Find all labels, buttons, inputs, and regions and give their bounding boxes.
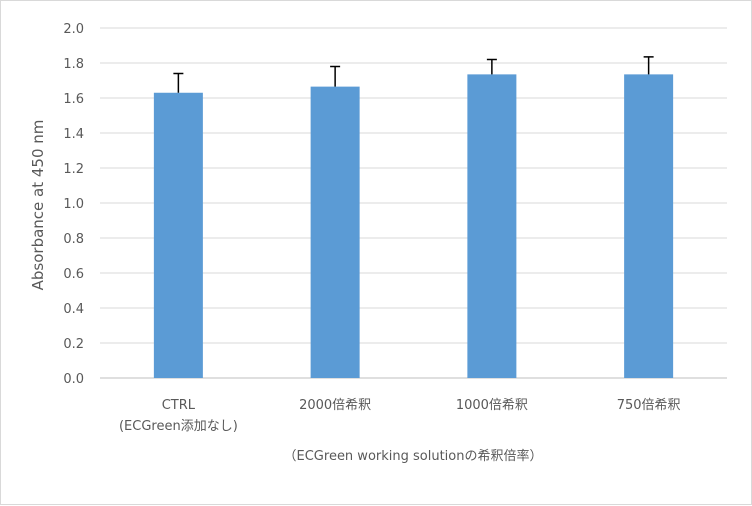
y-tick-label: 1.0 — [63, 197, 84, 212]
y-tick-label: 0.8 — [63, 232, 84, 247]
x-axis-title: （ECGreen working solutionの希釈倍率） — [284, 448, 543, 464]
error-bar — [643, 56, 654, 75]
x-category-label: CTRL — [162, 398, 196, 413]
y-tick-label: 0.4 — [63, 302, 84, 317]
bar — [153, 92, 203, 378]
y-tick-label: 1.6 — [63, 92, 84, 107]
y-tick-label: 1.4 — [63, 127, 84, 142]
error-bar — [486, 58, 497, 75]
error-bars — [173, 56, 654, 93]
bar — [624, 74, 674, 378]
x-category-label: 1000倍希釈 — [456, 398, 528, 413]
y-tick-label: 1.2 — [63, 162, 84, 177]
x-category-label: (ECGreen添加なし) — [119, 419, 238, 434]
y-tick-label: 1.8 — [63, 57, 84, 72]
error-bar — [173, 72, 184, 93]
x-category-label: 2000倍希釈 — [299, 398, 371, 413]
y-tick-label: 0.2 — [63, 337, 84, 352]
y-tick-label: 0.0 — [63, 372, 84, 387]
y-tick-labels: 0.0 0.2 0.4 0.6 0.8 1.0 1.2 1.4 1.6 1.8 2.0 — [63, 22, 84, 387]
x-category-label: 750倍希釈 — [617, 398, 681, 413]
error-bar — [330, 65, 341, 87]
x-category-labels: CTRL (ECGreen添加なし) 2000倍希釈 1000倍希釈 750倍希釈 — [119, 398, 681, 434]
y-tick-label: 0.6 — [63, 267, 84, 282]
bar — [310, 86, 360, 378]
y-axis-title: Absorbance at 450 nm — [29, 120, 47, 291]
bar — [467, 74, 517, 378]
y-tick-label: 2.0 — [63, 22, 84, 37]
gridlines — [100, 27, 727, 379]
bars — [153, 74, 674, 378]
